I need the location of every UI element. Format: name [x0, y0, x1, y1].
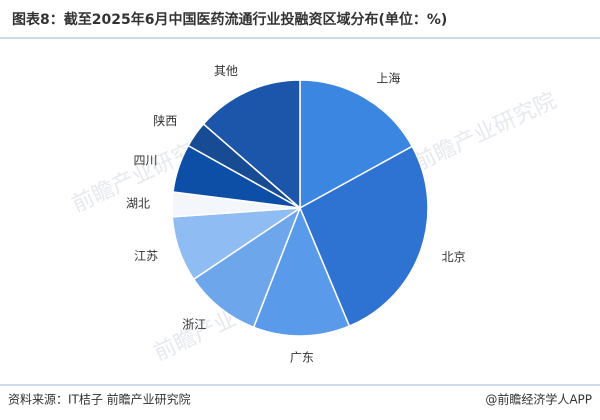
pie [171, 79, 429, 337]
chart-title: 图表8：截至2025年6月中国医药流通行业投融资区域分布(单位：%) [12, 11, 447, 28]
slice-label: 湖北 [126, 195, 150, 210]
watermark: 前瞻产业研究院 [410, 88, 560, 176]
pie-slice [252, 205, 351, 337]
pie-slice [192, 206, 302, 329]
slice-label: 江苏 [134, 249, 158, 263]
slice-label: 浙江 [182, 318, 206, 332]
source: 资料来源：IT桔子 前瞻产业研究院 [8, 392, 191, 407]
credit: @前瞻经济学人APP [485, 392, 592, 407]
slice-label: 其他 [214, 64, 238, 78]
slice-label: 四川 [133, 154, 157, 168]
pie-slice [299, 79, 414, 210]
slice-label: 上海 [376, 70, 400, 85]
slice-label: 北京 [442, 250, 466, 264]
slice-label: 广东 [290, 350, 314, 364]
pie-slice [299, 145, 429, 328]
slice-label: 陕西 [153, 113, 177, 128]
pie-slice [202, 79, 301, 210]
